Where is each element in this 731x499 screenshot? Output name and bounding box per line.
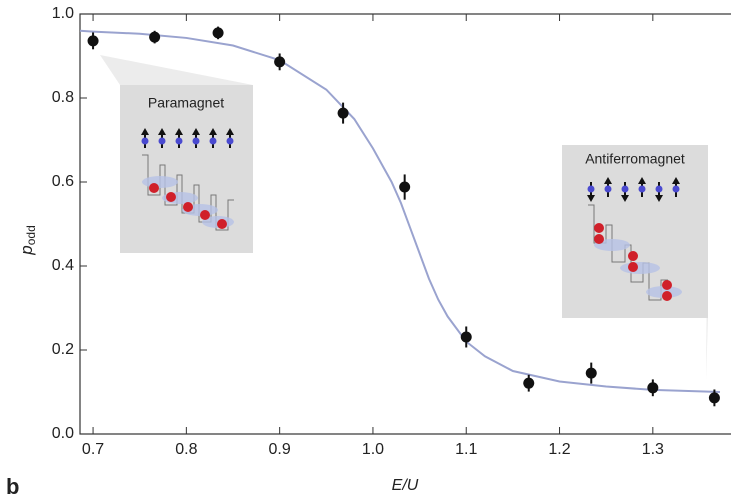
x-axis-label: E/U bbox=[392, 477, 419, 494]
panel-label: b bbox=[6, 474, 19, 494]
y-axis-label-main: p bbox=[17, 245, 36, 255]
y-tick-label: 0.2 bbox=[52, 341, 74, 358]
data-point bbox=[149, 31, 161, 43]
data-point bbox=[399, 181, 411, 193]
antiferromagnet-inset: Antiferromagnet bbox=[562, 145, 708, 380]
data-point bbox=[460, 331, 472, 343]
data-point bbox=[647, 382, 659, 394]
y-tick-label: 0.0 bbox=[52, 425, 74, 442]
inset-label: Antiferromagnet bbox=[585, 151, 685, 167]
x-tick-label: 0.9 bbox=[269, 441, 291, 458]
x-tick-label: 0.7 bbox=[82, 441, 104, 458]
y-tick-label: 0.4 bbox=[52, 257, 74, 274]
y-tick-label: 0.6 bbox=[52, 173, 74, 190]
plot-frame bbox=[79, 13, 731, 435]
data-point bbox=[523, 377, 535, 389]
y-tick-label: 0.8 bbox=[52, 89, 74, 106]
y-tick-label: 1.0 bbox=[52, 5, 74, 22]
y-axis-label: podd bbox=[17, 225, 38, 256]
fit-line bbox=[79, 29, 721, 393]
y-axis-label-sub: odd bbox=[24, 225, 38, 245]
x-tick-label: 1.2 bbox=[548, 441, 570, 458]
data-point bbox=[337, 107, 349, 119]
x-tick-label: 1.0 bbox=[362, 441, 384, 458]
data-point bbox=[87, 35, 99, 47]
x-tick-label: 0.8 bbox=[175, 441, 197, 458]
data-point bbox=[212, 27, 224, 39]
data-point bbox=[274, 56, 286, 68]
data-point bbox=[585, 367, 597, 379]
x-tick-label: 1.1 bbox=[455, 441, 477, 458]
inset-label: Paramagnet bbox=[148, 95, 224, 111]
x-tick-label: 1.3 bbox=[642, 441, 664, 458]
paramagnet-inset: Paramagnet bbox=[100, 55, 253, 253]
data-point bbox=[708, 392, 720, 404]
